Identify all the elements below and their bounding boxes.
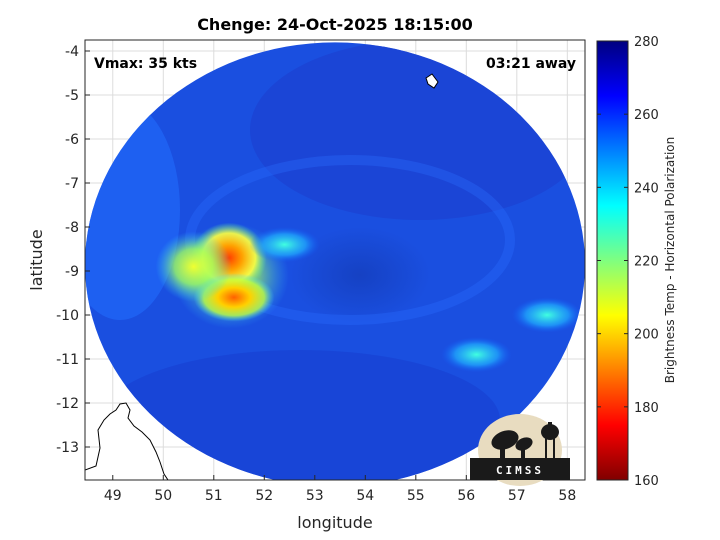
water-tower-icon <box>541 422 559 460</box>
x-tick-label: 51 <box>205 488 223 504</box>
vmax-annotation: Vmax: 35 kts <box>94 56 197 72</box>
coastline <box>85 402 169 480</box>
plot-border <box>84 39 586 481</box>
x-tick-label: 49 <box>104 488 122 504</box>
x-tick-label: 55 <box>407 488 425 504</box>
colorbar-tick-label: 260 <box>634 108 659 123</box>
chart-title: Chenge: 24-Oct-2025 18:15:00 <box>197 15 473 34</box>
y-tick-label: -4 <box>65 44 79 60</box>
time-away-annotation: 03:21 away <box>486 56 576 72</box>
y-axis-label: latitude <box>27 229 46 290</box>
y-tick-label: -13 <box>56 440 79 456</box>
y-tick-label: -6 <box>65 132 79 148</box>
x-tick-label: 57 <box>508 488 526 504</box>
y-tick-label: -8 <box>65 220 79 236</box>
colorbar-ticks: 160 180 200 220 240 260 280 <box>597 35 659 489</box>
colorbar-tick-label: 240 <box>634 181 659 196</box>
convection-cell <box>155 231 232 302</box>
island-marker <box>425 73 439 89</box>
x-tick-label: 53 <box>306 488 324 504</box>
x-axis: 49 50 51 52 53 54 55 56 57 58 <box>104 475 576 504</box>
x-tick-label: 50 <box>154 488 172 504</box>
convection-features <box>155 222 583 373</box>
convection-cell <box>441 337 512 373</box>
x-tick-label: 52 <box>255 488 273 504</box>
colorbar-tick-label: 280 <box>634 35 659 50</box>
y-tick-label: -9 <box>65 264 79 280</box>
y-tick-label: -5 <box>65 88 79 104</box>
convection-cell <box>511 297 583 333</box>
colorbar-tick-label: 180 <box>634 401 659 416</box>
y-tick-label: -11 <box>56 352 79 368</box>
colorbar-tick-label: 200 <box>634 328 659 343</box>
y-tick-label: -10 <box>56 308 79 324</box>
y-tick-label: -7 <box>65 176 79 192</box>
satellite-dish-icon <box>491 430 519 450</box>
colorbar-label: Brightness Temp - Horizontal Polarizatio… <box>663 137 677 384</box>
colorbar-tick-label: 160 <box>634 474 659 489</box>
y-tick-label: -12 <box>56 396 79 412</box>
colorbar-tick-label: 220 <box>634 255 659 270</box>
colorbar <box>596 40 629 481</box>
x-tick-label: 56 <box>457 488 475 504</box>
convection-cell <box>249 227 320 263</box>
x-tick-label: 54 <box>356 488 374 504</box>
cimss-logo: CIMSS <box>470 414 570 486</box>
x-axis-label: longitude <box>297 513 372 532</box>
y-axis: -4 -5 -6 -7 -8 -9 -10 -11 -12 -13 <box>56 44 90 456</box>
x-tick-label: 58 <box>558 488 576 504</box>
logo-label: CIMSS <box>496 464 544 477</box>
